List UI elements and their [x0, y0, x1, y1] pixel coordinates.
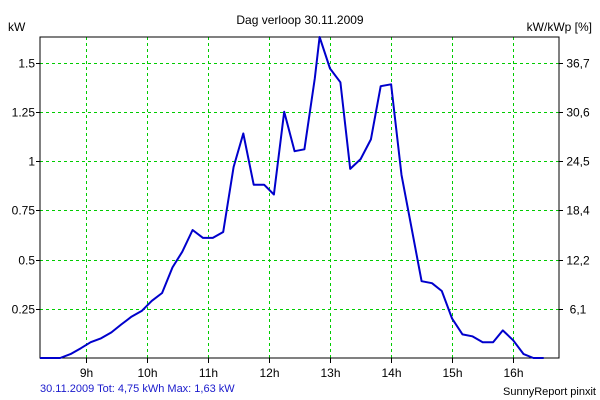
y-tick-labels-left: 0.25 0.5 0.75 1 1.25 1.5 — [12, 57, 36, 317]
x-tick-label: 10h — [137, 366, 157, 380]
x-tick-label: 9h — [80, 366, 93, 380]
x-tick-labels: 9h 10h 11h 12h 13h 14h 15h 16h — [80, 366, 524, 380]
plot-frame — [39, 36, 560, 359]
y-tick-label-right: 24,5 — [566, 155, 590, 169]
y-tick-label-left: 1 — [28, 155, 35, 169]
y-tick-label-right: 30,6 — [566, 106, 590, 120]
y-tick-label-right: 12,2 — [566, 254, 590, 268]
ticks — [36, 63, 563, 363]
y-tick-label-left: 1.5 — [18, 57, 35, 71]
x-tick-label: 13h — [320, 366, 340, 380]
y-tick-label-left: 0.25 — [12, 303, 36, 317]
x-tick-label: 16h — [503, 366, 523, 380]
y-tick-label-right: 36,7 — [566, 57, 590, 71]
footer-brand: SunnyReport pinxit — [503, 386, 596, 398]
series-line — [40, 36, 544, 359]
chart-title: Dag verloop 30.11.2009 — [236, 13, 364, 27]
footer-summary: 30.11.2009 Tot: 4,75 kWh Max: 1,63 kW — [40, 383, 235, 395]
y-tick-label-left: 0.75 — [12, 204, 36, 218]
y-axis-right-label: kW/kWp [%] — [527, 20, 592, 34]
y-tick-labels-right: 6,1 12,2 18,4 24,5 30,6 36,7 — [566, 57, 590, 317]
x-tick-label: 14h — [381, 366, 401, 380]
series-group — [40, 36, 544, 359]
y-tick-label-right: 6,1 — [570, 303, 587, 317]
x-tick-label: 12h — [259, 366, 279, 380]
y-axis-left-label: kW — [8, 20, 26, 34]
y-tick-label-right: 18,4 — [566, 204, 590, 218]
y-tick-label-left: 1.25 — [12, 106, 36, 120]
grid — [40, 37, 559, 358]
y-tick-label-left: 0.5 — [18, 254, 35, 268]
x-tick-label: 15h — [442, 366, 462, 380]
x-tick-label: 11h — [199, 366, 218, 380]
